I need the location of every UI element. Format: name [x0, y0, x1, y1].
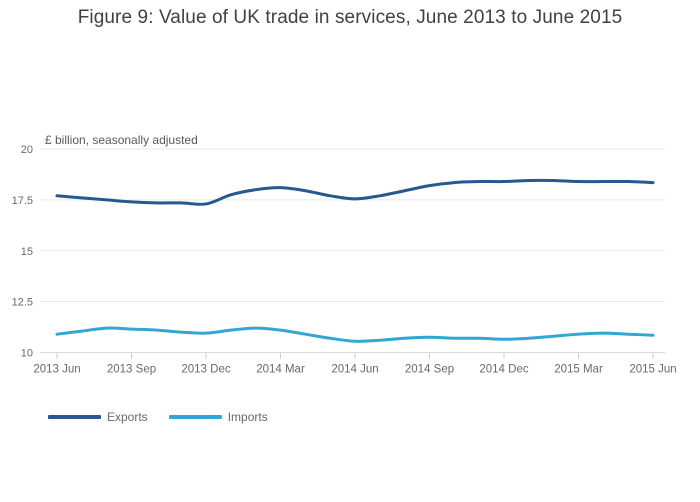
legend-item-imports[interactable]: Imports — [168, 410, 268, 424]
y-tick-label: 17.5 — [12, 195, 33, 207]
x-tick-label: 2013 Dec — [181, 364, 230, 376]
x-tick-label: 2015 Mar — [554, 364, 603, 376]
y-tick-label: 10 — [21, 348, 33, 360]
exports-line-swatch — [48, 415, 101, 419]
x-tick-label: 2014 Sep — [405, 364, 454, 376]
legend-item-exports[interactable]: Exports — [48, 410, 148, 424]
y-tick-label: 20 — [21, 144, 33, 156]
x-tick-label: 2014 Jun — [331, 364, 378, 376]
y-tick-label: 15 — [21, 246, 33, 258]
legend: Exports Imports — [48, 410, 268, 424]
x-tick-label: 2013 Sep — [107, 364, 156, 376]
legend-label-imports: Imports — [227, 410, 268, 424]
imports-line-swatch — [168, 415, 222, 419]
chart-title: Figure 9: Value of UK trade in services,… — [77, 7, 623, 28]
x-tick-label: 2014 Dec — [479, 364, 528, 376]
x-tick-label: 2014 Mar — [256, 364, 305, 376]
exports-line — [55, 178, 655, 206]
legend-label-exports: Exports — [107, 410, 148, 424]
x-tick-label: 2015 Jun — [629, 364, 676, 376]
y-axis-unit-label: £ billion, seasonally adjusted — [45, 133, 198, 147]
y-tick-label: 12.5 — [12, 297, 33, 309]
x-tick-label: 2013 Jun — [33, 364, 80, 376]
imports-line — [55, 326, 655, 343]
